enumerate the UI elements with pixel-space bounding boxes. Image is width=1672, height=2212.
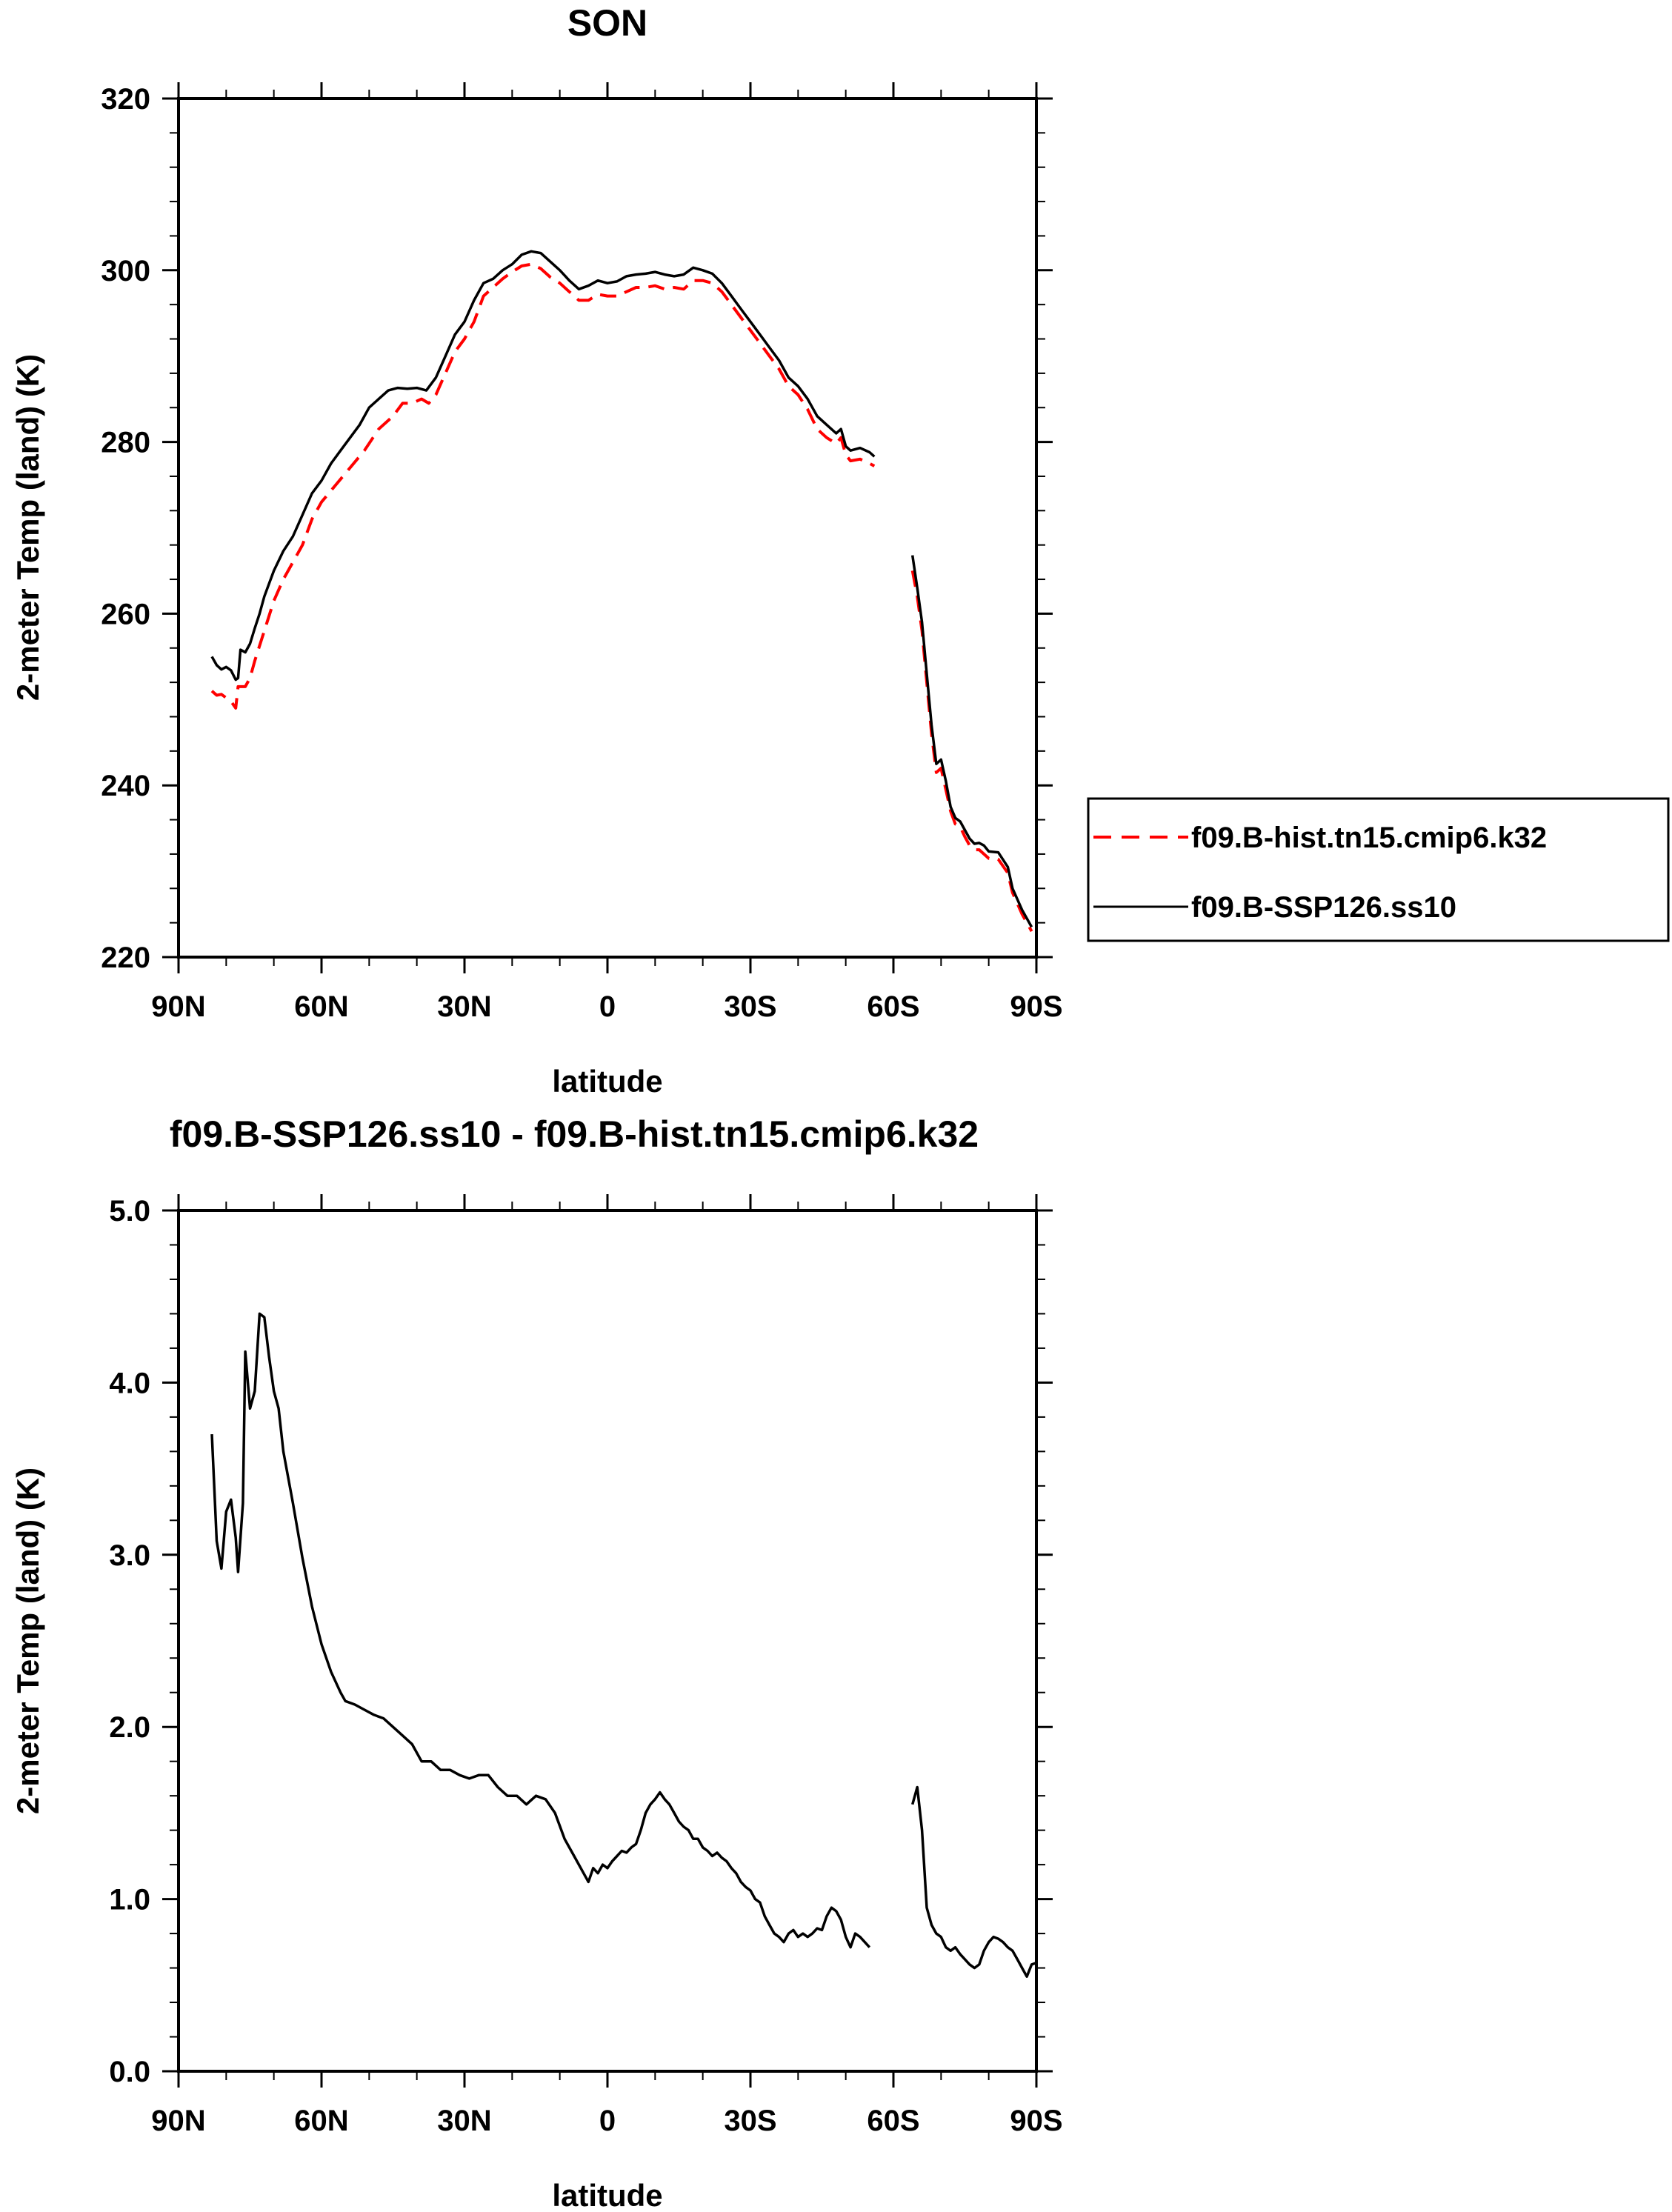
x-tick-label: 30S (724, 2105, 776, 2137)
y-tick-label: 320 (101, 83, 150, 116)
y-tick-label: 5.0 (109, 1195, 150, 1227)
y-tick-label: 0.0 (109, 2056, 150, 2088)
y-tick-label: 240 (101, 770, 150, 802)
x-tick-label: 90S (1010, 2105, 1062, 2137)
y-tick-label: 4.0 (109, 1367, 150, 1399)
y-tick-label: 260 (101, 598, 150, 630)
top-chart-x-tick-labels: 90N 60N 30N 0 30S 60S 90S (151, 990, 1062, 1023)
bottom-chart: f09.B-SSP126.ss10 - f09.B-hist.tn15.cmip… (10, 1113, 1063, 2212)
y-tick-label: 2.0 (109, 1711, 150, 1744)
x-tick-label: 30N (437, 2105, 491, 2137)
x-tick-label: 30N (437, 990, 491, 1023)
y-tick-label: 300 (101, 255, 150, 287)
x-tick-label: 0 (599, 2105, 616, 2137)
y-tick-label: 1.0 (109, 1884, 150, 1916)
legend-box (1087, 797, 1670, 942)
x-tick-label: 60S (867, 990, 919, 1023)
series-line-f09-b-ssp126-ss10-f09-b-hist-tn15-cmip6-k32 (210, 1312, 871, 1949)
top-chart-major-ticks (162, 82, 1053, 973)
series-line-f09-b-ssp126-ss10 (910, 555, 1033, 928)
series-line-f09-b-ssp126-ss10 (210, 250, 876, 682)
top-chart-plot-area (210, 250, 1033, 933)
bottom-chart-y-axis-label: 2-meter Temp (land) (K) (10, 1468, 45, 1814)
bottom-chart-title: f09.B-SSP126.ss10 - f09.B-hist.tn15.cmip… (170, 1113, 979, 1155)
top-chart-y-axis-label: 2-meter Temp (land) (K) (10, 354, 45, 701)
bottom-chart-frame (177, 1209, 1038, 2073)
legend-label-hist: f09.B-hist.tn15.cmip6.k32 (1191, 822, 1547, 854)
bottom-chart-plot-area (210, 1312, 1037, 1978)
bottom-chart-major-ticks (162, 1194, 1053, 2088)
y-tick-label: 3.0 (109, 1539, 150, 1572)
legend-label-ssp: f09.B-SSP126.ss10 (1191, 891, 1456, 924)
series-line-f09-b-hist-tn15-cmip6-k32 (210, 262, 876, 710)
bottom-chart-x-tick-labels: 90N 60N 30N 0 30S 60S 90S (151, 2105, 1062, 2137)
x-tick-label: 90N (151, 2105, 205, 2137)
x-tick-label: 60N (294, 990, 348, 1023)
x-tick-label: 90S (1010, 990, 1062, 1023)
top-chart-legend: f09.B-hist.tn15.cmip6.k32 f09.B-SSP126.s… (1087, 797, 1670, 942)
y-tick-label: 220 (101, 942, 150, 974)
top-chart-frame (177, 97, 1038, 959)
top-chart: SON 90N 60N 30N 0 30S 60S 90S 220 240 260 280 300 3… (10, 2, 1670, 1099)
x-tick-label: 90N (151, 990, 205, 1023)
series-line-f09-b-ssp126-ss10-f09-b-hist-tn15-cmip6-k32 (911, 1785, 1037, 1978)
top-chart-title: SON (567, 2, 647, 44)
top-chart-y-tick-labels: 220 240 260 280 300 320 (101, 83, 150, 974)
x-tick-label: 0 (599, 990, 616, 1023)
x-tick-label: 60N (294, 2105, 348, 2137)
bottom-chart-x-axis-label: latitude (552, 2178, 662, 2212)
x-tick-label: 30S (724, 990, 776, 1023)
bottom-chart-y-tick-labels: 0.0 1.0 2.0 3.0 4.0 5.0 (109, 1195, 150, 2088)
top-chart-x-axis-label: latitude (552, 1064, 662, 1099)
y-tick-label: 280 (101, 427, 150, 459)
x-tick-label: 60S (867, 2105, 919, 2137)
